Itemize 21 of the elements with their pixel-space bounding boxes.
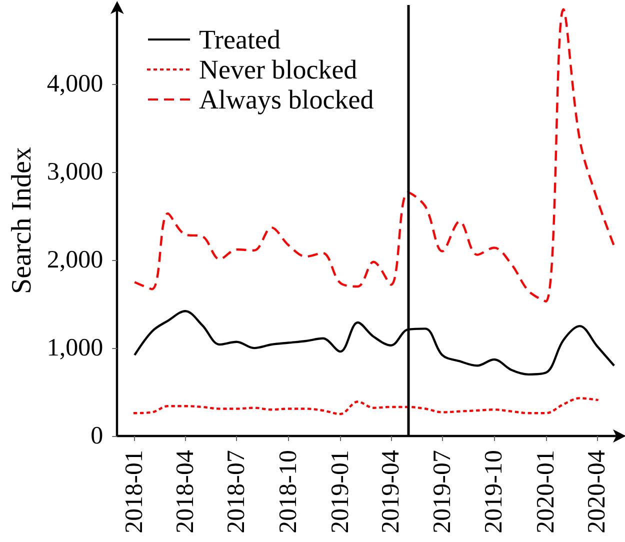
y-tick-label: 2,000: [46, 246, 104, 274]
x-tick-label: 2019-01: [326, 450, 354, 534]
y-tick-label: 3,000: [46, 158, 104, 186]
legend-label: Always blocked: [199, 84, 374, 114]
x-tick-label: 2018-04: [172, 450, 199, 534]
x-tick-label: 2020-04: [584, 450, 611, 534]
x-tick-label: 2019-07: [428, 450, 456, 534]
line-series: [134, 8, 616, 303]
y-tick-label: 0: [90, 422, 104, 450]
legend-label: Never blocked: [199, 54, 358, 84]
x-tick-label: 2019-10: [480, 450, 508, 534]
x-tick-label: 2018-07: [223, 450, 250, 534]
y-axis-title: Search Index: [6, 147, 38, 294]
line-series: [134, 397, 598, 416]
x-tick-label: 2018-01: [121, 450, 148, 534]
x-tick-label: 2018-10: [274, 450, 302, 534]
y-tick-label: 4,000: [46, 70, 104, 98]
y-tick-label: 1,000: [46, 334, 104, 362]
legend-label: Treated: [199, 24, 281, 54]
x-tick-label: 2020-01: [532, 450, 560, 534]
x-tick-label: 2019-04: [377, 450, 404, 534]
